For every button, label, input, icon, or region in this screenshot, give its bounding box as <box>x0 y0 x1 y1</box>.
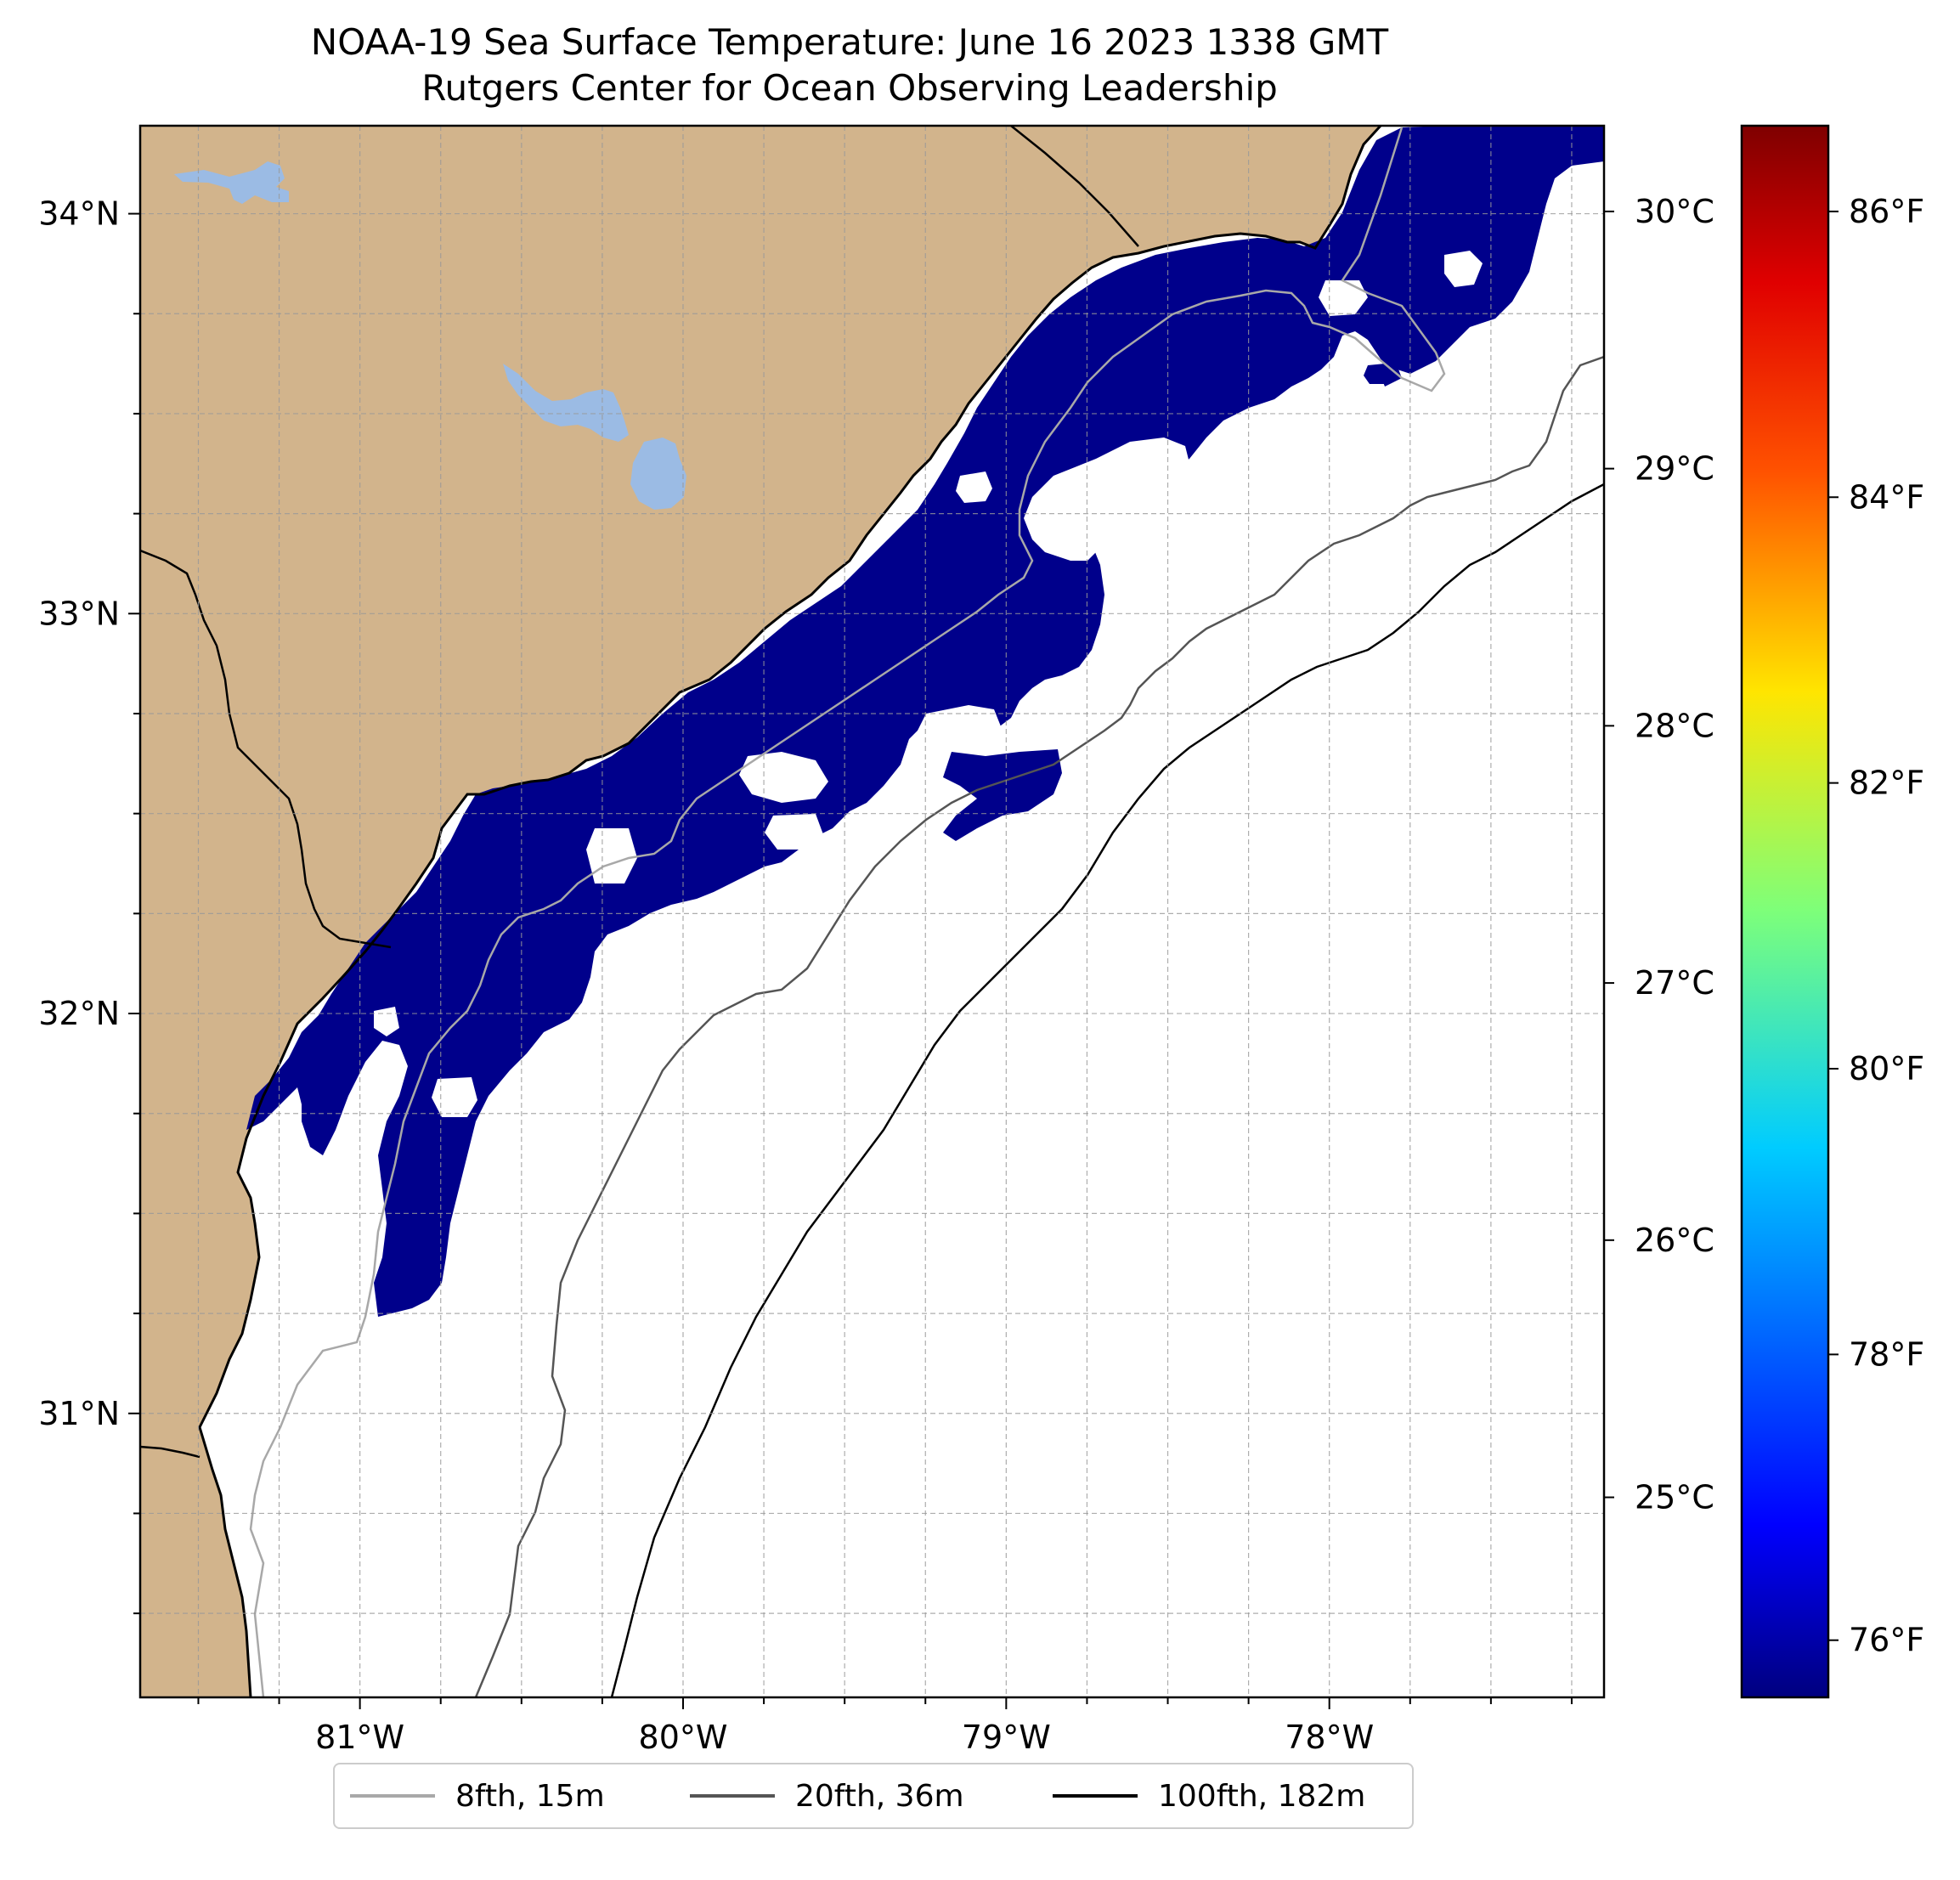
lake-marion <box>503 364 629 442</box>
legend-label-100fth: 100fth, 182m <box>1158 1778 1366 1814</box>
colorbar-c-label: 29°C <box>1635 450 1714 488</box>
colorbar-f-label: 82°F <box>1849 765 1924 802</box>
x-tick-label: 79°W <box>962 1719 1051 1756</box>
sst-gap <box>1024 438 1189 561</box>
sst-gap <box>1319 280 1368 316</box>
axis-ticks: 81°W 80°W 79°W 78°W 31°N 32°N 33°N 34°N <box>38 195 1573 1756</box>
sst-gap <box>765 814 824 850</box>
colorbar-c-label: 30°C <box>1635 193 1714 230</box>
legend-swatch-100fth <box>1053 1794 1138 1798</box>
colorbar-ticks: 76°F 78°F 80°F 82°F 84°F 86°F 25°C 26°C 27°C 28°C… <box>1604 193 1924 1659</box>
x-tick-label: 80°W <box>639 1719 728 1756</box>
colorbar-f-label: 84°F <box>1849 478 1924 516</box>
colorbar <box>1740 124 1830 1699</box>
sst-gap <box>956 471 992 503</box>
land-area <box>140 126 1381 1697</box>
colorbar-c-label: 25°C <box>1635 1479 1714 1516</box>
state-border <box>140 1445 201 1459</box>
legend-label-8fth: 8fth, 15m <box>455 1778 605 1814</box>
legend-label-20fth: 20fth, 36m <box>795 1778 964 1814</box>
colorbar-c-label: 27°C <box>1635 964 1714 1002</box>
state-border <box>1010 126 1139 247</box>
y-tick-label: 31°N <box>38 1395 120 1432</box>
sst-gap <box>374 1007 399 1036</box>
legend: 8fth, 15m 20fth, 36m 100fth, 182m <box>333 1763 1414 1829</box>
legend-item-8fth: 8fth, 15m <box>350 1764 605 1827</box>
lake-north <box>174 161 289 204</box>
x-tick-label: 78°W <box>1285 1719 1374 1756</box>
y-tick-label: 34°N <box>38 195 120 233</box>
y-tick-label: 33°N <box>38 595 120 632</box>
sst-gap <box>739 752 828 803</box>
state-border <box>140 549 392 949</box>
colorbar-c-label: 28°C <box>1635 707 1714 744</box>
colorbar-c-label: 26°C <box>1635 1222 1714 1259</box>
colorbar-f-label: 80°F <box>1849 1050 1924 1087</box>
colorbar-f-label: 86°F <box>1849 193 1924 230</box>
sst-gap <box>918 705 1003 756</box>
colorbar-f-label: 76°F <box>1849 1622 1924 1659</box>
map-title: NOAA-19 Sea Surface Temperature: June 16… <box>310 21 1389 63</box>
contour-20fth <box>474 355 1604 1697</box>
legend-item-100fth: 100fth, 182m <box>1053 1764 1365 1827</box>
map-area <box>140 126 1604 1697</box>
lake-moultrie <box>630 438 686 510</box>
sst-patch-offshore <box>1376 365 1402 387</box>
map-subtitle: Rutgers Center for Ocean Observing Leade… <box>421 67 1278 109</box>
coastline <box>198 126 1382 1697</box>
map-frame <box>138 124 1606 1699</box>
sst-gap <box>432 1077 477 1117</box>
colorbar-f-label: 78°F <box>1849 1335 1924 1373</box>
sst-gap <box>1444 251 1483 287</box>
x-tick-label: 81°W <box>315 1719 404 1756</box>
legend-item-20fth: 20fth, 36m <box>690 1764 964 1827</box>
legend-swatch-8fth <box>350 1794 435 1798</box>
y-tick-label: 32°N <box>38 995 120 1032</box>
gridlines <box>140 126 1604 1697</box>
legend-swatch-20fth <box>690 1794 775 1798</box>
